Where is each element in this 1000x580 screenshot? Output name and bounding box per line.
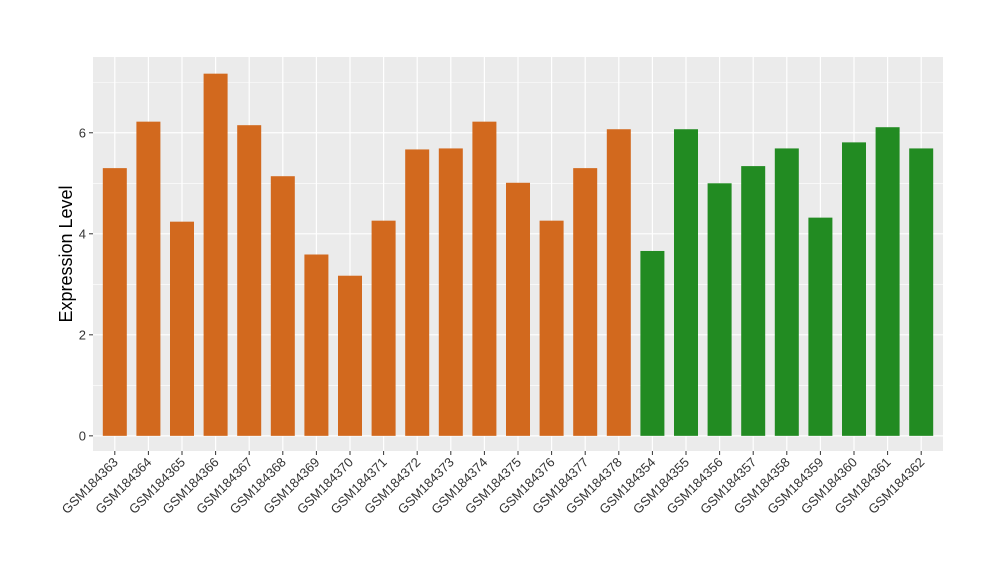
bar-GSM184373 [438,148,463,436]
bar-GSM184359 [808,217,833,436]
bar-GSM184364 [136,121,161,436]
y-axis: 0 2 4 6 [79,125,93,443]
bars [102,73,934,436]
bar-GSM184354 [640,250,665,436]
bar-GSM184358 [774,148,799,436]
bar-GSM184376 [539,220,564,436]
bar-GSM184361 [875,127,900,436]
bar-GSM184356 [707,183,732,436]
bar-GSM184366 [203,73,228,436]
y-tick-label: 6 [79,125,86,140]
bar-GSM184357 [741,166,766,436]
y-tick-label: 2 [79,327,86,342]
y-tick-label: 4 [79,226,86,241]
bar-GSM184355 [674,129,698,436]
bar-GSM184367 [237,125,262,436]
bar-GSM184374 [472,121,497,436]
bar-GSM184365 [170,221,194,436]
bar-GSM184371 [371,220,396,436]
bar-GSM184369 [304,254,329,436]
bar-GSM184370 [338,275,362,436]
bar-GSM184378 [606,129,631,436]
bar-GSM184363 [102,168,127,436]
bar-GSM184377 [573,168,598,436]
bar-GSM184368 [270,176,295,436]
bar-GSM184360 [842,142,866,436]
y-tick-label: 0 [79,428,86,443]
x-axis: GSM184363GSM184364GSM184365GSM184366GSM1… [59,451,927,517]
bar-GSM184375 [506,182,530,436]
bar-GSM184372 [405,149,430,436]
y-axis-title: Expression Level [56,185,76,322]
bar-GSM184362 [909,148,934,436]
